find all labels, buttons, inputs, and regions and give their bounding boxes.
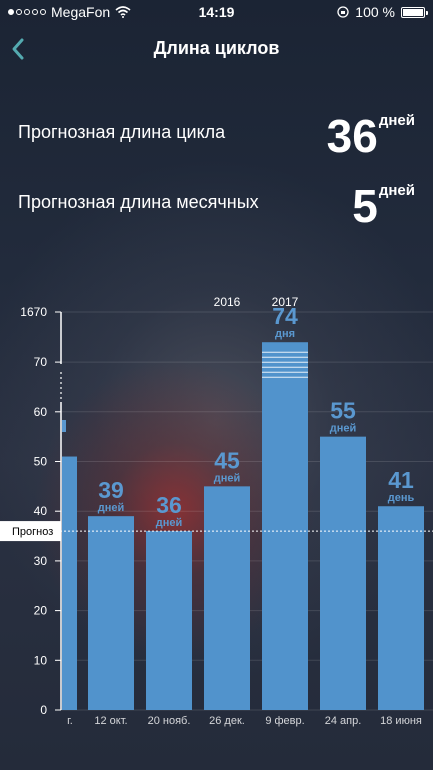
- cycle-length-stat: Прогнозная длина цикла 36 дней: [18, 110, 415, 182]
- status-time: 14:19: [198, 4, 235, 20]
- forecast-label: Прогноз: [12, 526, 53, 538]
- page-title: Длина циклов: [153, 38, 280, 58]
- x-category-label: г.: [67, 715, 73, 727]
- y-tick-label: 1670: [20, 305, 47, 319]
- bar-unit-label: дней: [156, 517, 183, 529]
- bar: [88, 516, 134, 710]
- year-label: 2017: [272, 295, 299, 309]
- battery-icon: [401, 6, 428, 18]
- x-category-label: 24 апр.: [325, 715, 362, 727]
- x-category-label: 9 февр.: [265, 715, 304, 727]
- bar-unit-label: дней: [330, 423, 357, 435]
- signal-strength-icon: [8, 9, 46, 15]
- bar: [62, 456, 77, 710]
- x-category-label: 12 окт.: [94, 715, 127, 727]
- period-length-value-group: 5 дней: [352, 180, 415, 232]
- bar-value-label: 55: [330, 398, 356, 424]
- bar: [320, 436, 366, 710]
- y-tick-label: 0: [40, 703, 47, 717]
- bar: [146, 531, 192, 710]
- bar-unit-label: дня: [275, 328, 295, 340]
- period-length-stat: Прогнозная длина месячных 5 дней: [18, 180, 415, 252]
- bar-value-label: 41: [388, 467, 414, 493]
- bar-unit-label: дней: [98, 502, 125, 514]
- period-length-label: Прогнозная длина месячных: [18, 192, 259, 212]
- battery-percent: 100 %: [355, 4, 395, 20]
- y-tick-label: 50: [34, 455, 48, 469]
- x-category-label: 18 июня: [380, 715, 422, 727]
- navigation-bar: Длина циклов: [0, 30, 433, 70]
- y-tick-label: 70: [34, 355, 48, 369]
- bar-unit-label: дней: [214, 472, 241, 484]
- cycle-length-value: 36: [326, 110, 378, 162]
- period-length-unit: дней: [378, 182, 415, 199]
- bar-value-label: 39: [98, 477, 124, 503]
- wifi-icon: [115, 6, 131, 18]
- bar: [262, 342, 308, 710]
- bar-label-fragment: [62, 420, 66, 432]
- bar-unit-label: день: [388, 492, 415, 504]
- bar-value-label: 45: [214, 447, 240, 473]
- cycle-length-label: Прогнозная длина цикла: [18, 122, 226, 142]
- bar: [378, 506, 424, 710]
- y-tick-label: 20: [34, 604, 48, 618]
- y-tick-label: 30: [34, 554, 48, 568]
- bar-value-label: 36: [156, 492, 182, 518]
- status-left: MegaFon: [8, 4, 131, 20]
- year-label: 2016: [214, 295, 241, 309]
- y-tick-label: 10: [34, 653, 48, 667]
- y-tick-label: 60: [34, 405, 48, 419]
- x-category-label: 20 нояб.: [148, 715, 191, 727]
- bar-value-label: 74: [272, 303, 298, 329]
- orientation-lock-icon: [337, 6, 349, 18]
- status-right: 100 %: [337, 4, 428, 20]
- status-bar: MegaFon 14:19 100 %: [0, 0, 433, 24]
- carrier-name: MegaFon: [51, 4, 111, 20]
- period-length-value: 5: [352, 180, 378, 232]
- cycle-length-value-group: 36 дней: [327, 110, 415, 162]
- cycle-length-unit: дней: [378, 112, 415, 129]
- x-category-label: 26 дек.: [209, 715, 245, 727]
- back-chevron-icon[interactable]: [8, 36, 30, 62]
- y-tick-label: 40: [34, 504, 48, 518]
- forecast-label-box: [0, 521, 61, 542]
- bar: [204, 486, 250, 710]
